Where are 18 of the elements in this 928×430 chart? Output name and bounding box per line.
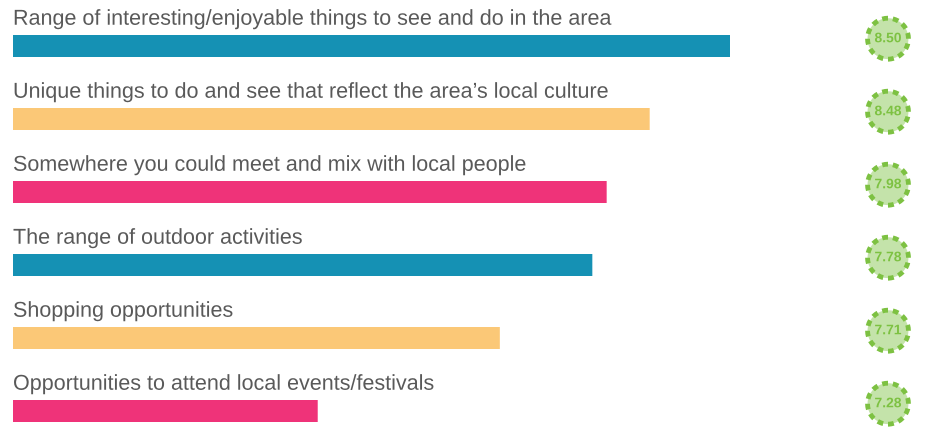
bar xyxy=(13,254,592,276)
text: 8.50 xyxy=(874,32,901,42)
y-tick-label: Somewhere you could meet and mix with local people xyxy=(14,155,526,176)
y-tick-label: Range of interesting/enjoyable things to see and do in the area xyxy=(14,9,612,30)
y-tick-label: Opportunities to attend local events/festivals xyxy=(14,374,434,394)
text: 7.28 xyxy=(875,398,902,408)
bar xyxy=(13,35,730,57)
bar xyxy=(13,181,607,203)
y-tick-label: Unique things to do and see that reflect the area’s local culture xyxy=(14,82,608,102)
text: 7.78 xyxy=(875,252,902,262)
text: 8.48 xyxy=(874,106,902,116)
bar xyxy=(13,400,318,422)
y-tick-label: Shopping opportunities xyxy=(14,301,232,322)
y-tick-label: The range of outdoor activities xyxy=(13,228,302,248)
text: 7.98 xyxy=(875,178,902,188)
bar xyxy=(13,327,500,349)
text: 7.71 xyxy=(875,324,902,334)
bar xyxy=(13,108,650,130)
